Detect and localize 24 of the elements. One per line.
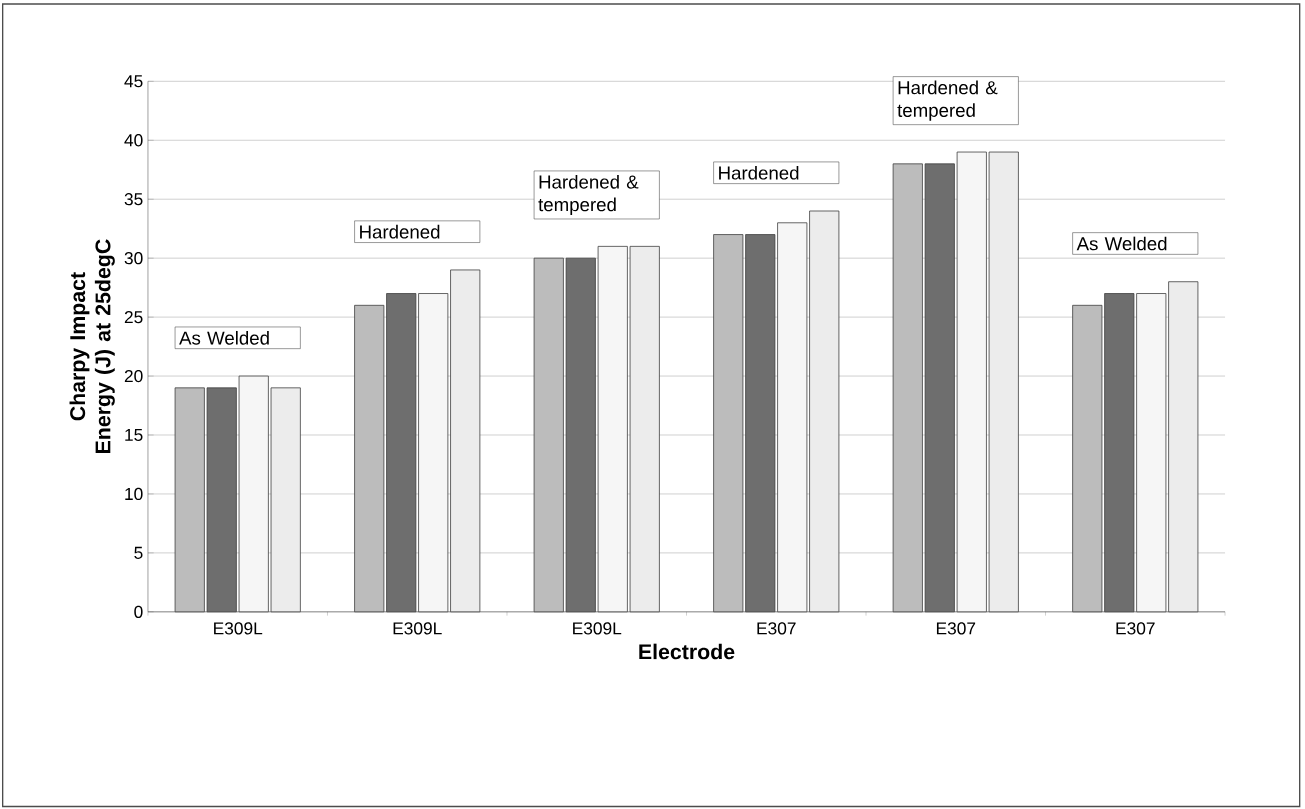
annotation: Hardened (360, 224, 440, 239)
y-tick-label: 0 (134, 605, 143, 618)
y-tick-label: 30 (124, 251, 143, 265)
x-tick-label: E309L (214, 622, 263, 635)
y-tick-label: 20 (124, 369, 143, 383)
annotation: Hardened & tempered (538, 174, 639, 215)
y-tick-label: 45 (124, 75, 143, 88)
y-tick-label: 10 (125, 487, 143, 501)
annotation: As Welded (1076, 236, 1167, 251)
y-tick-label: 40 (124, 134, 143, 147)
annotation: As Welded (179, 330, 269, 345)
x-tick-label: E309L (393, 622, 442, 635)
x-tick-label: E307 (1116, 622, 1155, 635)
y-tick-label: 25 (124, 310, 143, 324)
x-axis-title: Electrode (639, 643, 735, 660)
x-tick-label: E307 (936, 622, 976, 635)
y-tick-label: 35 (124, 193, 143, 206)
y-tick-label: 15 (125, 428, 143, 441)
annotation: Hardened & tempered (897, 80, 998, 121)
y-tick-label: 5 (134, 546, 143, 559)
y-axis-title: Charpy Impact Energy (J) at 25degC (69, 239, 115, 453)
annotation: Hardened (719, 165, 799, 180)
x-tick-label: E309L (573, 622, 622, 635)
x-tick-label: E307 (757, 622, 796, 635)
